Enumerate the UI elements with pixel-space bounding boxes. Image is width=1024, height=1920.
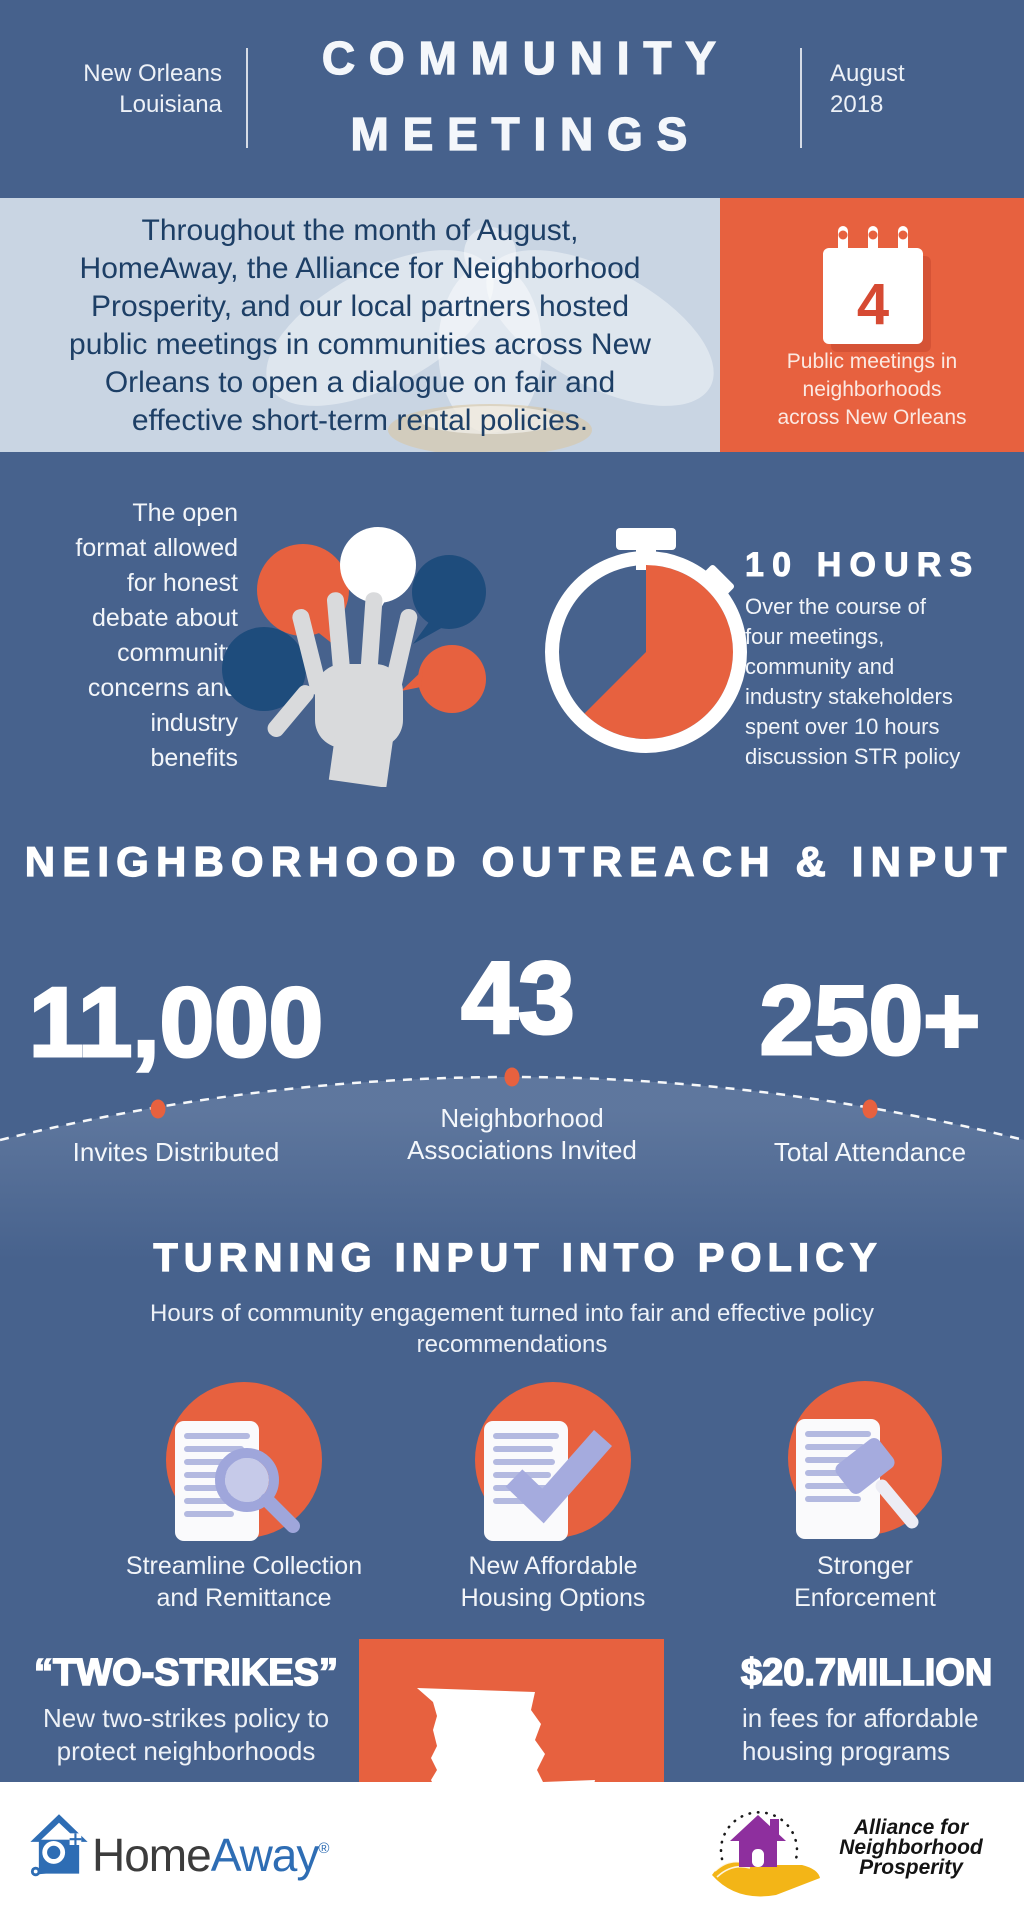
hours-title: 10 HOURS (745, 546, 981, 585)
header: New Orleans Louisiana COMMUNITY MEETINGS… (0, 0, 1024, 198)
two-strikes-text: New two-strikes policy to protect neighb… (42, 1703, 330, 1766)
alliance-line-1: Alliance for (853, 1816, 969, 1839)
stat-attendance-label: Total Attendance (773, 1137, 967, 1167)
outreach-title: NEIGHBORHOOD OUTREACH & INPUT (24, 837, 1014, 885)
header-date: August 2018 (830, 60, 905, 118)
fees-text: in fees for affordable housing programs (742, 1703, 979, 1766)
policy-subtitle: Hours of community engagement turned int… (150, 1300, 874, 1358)
stat-invites-value: 11,000 (27, 966, 324, 1079)
registered-mark: ® (318, 1840, 329, 1857)
header-divider-left (246, 48, 248, 148)
header-location: New Orleans Louisiana (83, 60, 222, 118)
header-divider-right (800, 48, 802, 148)
homeaway-house-icon (30, 1814, 88, 1877)
policy-item-3-label: Stronger Enforcement (794, 1552, 936, 1612)
intro-paragraph: Throughout the month of August, HomeAway… (69, 214, 651, 437)
alliance-house-hand-icon (712, 1811, 820, 1897)
meetings-caption: Public meetings in neighborhoods across … (777, 350, 967, 429)
arc-dot-left (150, 1099, 166, 1119)
alliance-line-2: Neighborhood (839, 1836, 983, 1859)
arc-dot-right (862, 1099, 878, 1119)
homeaway-logo: HomeAway® (92, 1828, 329, 1882)
homeaway-away-text: Away (210, 1829, 320, 1881)
policy-title: TURNING INPUT INTO POLICY (153, 1235, 883, 1280)
document-check-icon (475, 1382, 631, 1541)
hours-body: Over the course of four meetings, commun… (745, 594, 961, 769)
footer (0, 1782, 1024, 1920)
arc-dot-center (504, 1067, 520, 1087)
pelican-watermark-icon (266, 227, 714, 452)
document-magnifier-icon (166, 1382, 322, 1541)
stat-associations-label: Neighborhood Associations Invited (407, 1103, 637, 1165)
policy-item-2-label: New Affordable Housing Options (460, 1552, 646, 1612)
homeaway-home-text: Home (92, 1829, 212, 1881)
stopwatch-icon (545, 528, 747, 753)
intro-band (0, 198, 720, 452)
debate-text: The open format allowed for honest debat… (75, 499, 238, 772)
fees-title: $20.7MILLION (740, 1651, 993, 1695)
two-strikes-title: “TWO-STRIKES” (33, 1651, 339, 1695)
document-gavel-icon (788, 1381, 942, 1539)
stat-attendance-value: 250+ (758, 964, 982, 1077)
meetings-count: 4 (857, 272, 889, 337)
alliance-logo-text: Alliance for Neighborhood Prosperity (816, 1816, 1006, 1879)
page-title: COMMUNITY MEETINGS (321, 31, 730, 160)
speech-bubbles-hand-icon (222, 527, 486, 787)
calendar-icon: 4 (823, 226, 931, 352)
alliance-line-3: Prosperity (859, 1856, 963, 1879)
policy-item-1-label: Streamline Collection and Remittance (125, 1552, 363, 1612)
policy-icons (166, 1381, 942, 1541)
stat-invites-label: Invites Distributed (72, 1137, 280, 1167)
stat-associations-value: 43 (460, 940, 576, 1057)
stats-arc (0, 1067, 1024, 1260)
